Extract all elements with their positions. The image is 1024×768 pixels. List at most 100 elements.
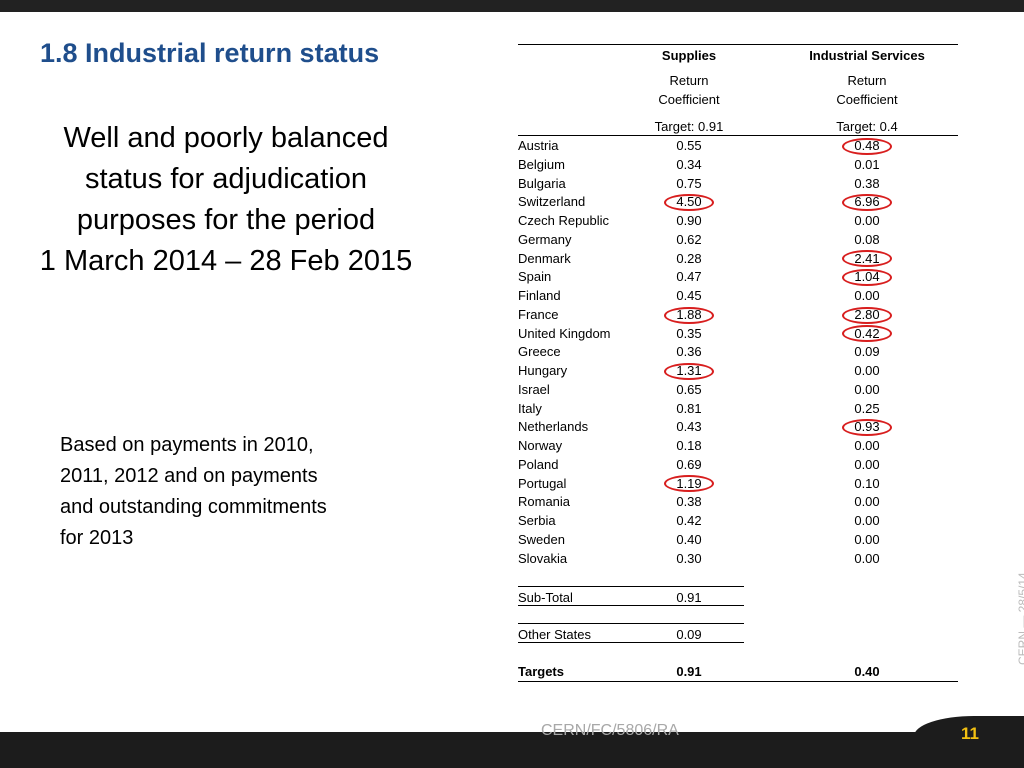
footer-bar <box>0 732 1024 768</box>
services-coefficient-circled: 1.04 <box>793 268 941 287</box>
services-coefficient: 0.00 <box>854 213 880 228</box>
services-coefficient: 0.38 <box>854 175 880 191</box>
country-name: Switzerland <box>518 194 586 210</box>
table-row: Germany 0.62 0.08 <box>518 231 958 250</box>
services-coefficient-circled: 2.80 <box>793 306 941 325</box>
supplies-coefficient: 0.38 <box>676 494 702 510</box>
supplies-coefficient: 0.43 <box>676 419 702 435</box>
supplies-coefficient: 0.65 <box>676 381 702 397</box>
targets-supplies: 0.91 <box>676 664 702 679</box>
services-coefficient: 0.00 <box>854 494 880 510</box>
table-row: Greece 0.36 0.09 <box>518 343 958 362</box>
footer-corner-shape <box>914 716 1024 736</box>
table-row: Serbia 0.42 0.00 <box>518 512 958 531</box>
table-row: Czech Republic 0.90 0.00 <box>518 212 958 231</box>
table-bottom-rule <box>518 681 958 682</box>
supplies-coefficient: 0.34 <box>676 156 702 172</box>
targets-services: 0.40 <box>854 664 880 679</box>
note-line: 2011, 2012 and on payments <box>60 465 318 487</box>
services-coefficient: 0.00 <box>854 288 880 303</box>
supplies-coefficient: 0.47 <box>676 269 702 285</box>
targets-row: Targets 0.91 0.40 <box>518 662 958 681</box>
services-coefficient: 0.00 <box>854 513 880 528</box>
column-label-services-line2: Coefficient <box>836 92 898 107</box>
note-line: Based on payments in 2010, <box>60 434 314 456</box>
subtotal-bottom-rule <box>518 605 744 606</box>
supplies-coefficient: 0.62 <box>676 231 702 247</box>
other-states-supplies: 0.09 <box>676 627 702 642</box>
table-row: Israel 0.65 0.00 <box>518 381 958 400</box>
column-label-supplies-line2: Coefficient <box>658 92 720 107</box>
country-name: Spain <box>518 269 552 285</box>
services-coefficient: 0.00 <box>854 456 880 472</box>
country-name: Norway <box>518 438 563 453</box>
country-name: Hungary <box>518 363 568 378</box>
table-row: France 1.88 2.80 <box>518 306 958 325</box>
subtitle-line: 1 March 2014 – 28 Feb 2015 <box>39 245 413 277</box>
table-row: Spain 0.47 1.04 <box>518 268 958 287</box>
supplies-coefficient: 0.18 <box>676 438 702 453</box>
supplies-coefficient: 0.90 <box>676 213 702 228</box>
country-name: Austria <box>518 138 559 153</box>
table-row: Slovakia 0.30 0.00 <box>518 550 958 569</box>
country-name: United Kingdom <box>518 325 611 341</box>
table-row: Finland 0.45 0.00 <box>518 287 958 306</box>
supplies-coefficient-circled: 1.19 <box>613 475 765 494</box>
methodology-note: Based on payments in 2010, 2011, 2012 an… <box>60 430 400 554</box>
supplies-coefficient: 0.36 <box>676 344 702 360</box>
services-coefficient-circled: 0.48 <box>793 137 941 156</box>
footer-document-code: CERN/FC/5806/RA <box>541 722 679 739</box>
supplies-coefficient: 0.30 <box>676 550 702 566</box>
supplies-coefficient: 0.45 <box>676 288 702 303</box>
country-name: Denmark <box>518 250 571 266</box>
table-row: Netherlands 0.43 0.93 <box>518 418 958 437</box>
services-coefficient: 0.00 <box>854 363 880 378</box>
country-name: Netherlands <box>518 419 589 435</box>
services-coefficient-circled: 2.41 <box>793 250 941 269</box>
country-name: Romania <box>518 494 571 510</box>
table-top-rule <box>518 44 958 45</box>
country-name: Belgium <box>518 156 565 172</box>
supplies-coefficient-circled: 1.31 <box>613 362 765 381</box>
country-name: Poland <box>518 456 559 472</box>
supplies-coefficient: 0.40 <box>676 531 702 547</box>
slide-title: 1.8 Industrial return status <box>40 38 380 68</box>
supplies-coefficient: 0.81 <box>676 400 702 416</box>
note-line: and outstanding commitments <box>60 496 327 518</box>
services-coefficient-circled: 0.93 <box>793 418 941 437</box>
supplies-coefficient: 0.28 <box>676 250 702 266</box>
targets-label: Targets <box>518 664 564 679</box>
supplies-coefficient: 0.69 <box>676 456 702 472</box>
table-row: Poland 0.69 0.00 <box>518 456 958 475</box>
subtotal-row: Sub-Total 0.91 <box>518 588 958 607</box>
subtitle-line: Well and poorly balanced <box>63 122 389 154</box>
subtotal-label: Sub-Total <box>518 590 573 605</box>
table-row: Denmark 0.28 2.41 <box>518 250 958 269</box>
supplies-coefficient: 0.55 <box>676 138 702 153</box>
services-coefficient: 0.00 <box>854 438 880 453</box>
table-row: United Kingdom 0.35 0.42 <box>518 325 958 344</box>
services-coefficient: 0.01 <box>854 156 880 172</box>
column-label-supplies-line1: Return <box>669 73 709 88</box>
country-name: Bulgaria <box>518 175 566 191</box>
subtitle-line: purposes for the period <box>76 204 376 236</box>
country-name: Germany <box>518 231 572 247</box>
other-states-bottom-rule <box>518 642 744 643</box>
country-name: Portugal <box>518 475 567 491</box>
country-name: Serbia <box>518 513 556 528</box>
page-number: 11 <box>961 724 979 743</box>
services-coefficient: 0.25 <box>854 400 880 416</box>
slide-subtitle: Well and poorly balanced status for adju… <box>20 118 432 282</box>
supplies-coefficient-circled: 1.88 <box>613 306 765 325</box>
country-name: Slovakia <box>518 550 568 566</box>
table-row: Austria 0.55 0.48 <box>518 137 958 156</box>
table-row: Italy 0.81 0.25 <box>518 400 958 419</box>
table-row: Switzerland 4.50 6.96 <box>518 193 958 212</box>
supplies-coefficient: 0.75 <box>676 175 702 191</box>
country-name: Israel <box>518 381 550 397</box>
note-line: for 2013 <box>60 527 134 549</box>
other-states-row: Other States 0.09 <box>518 625 958 644</box>
table-row: Bulgaria 0.75 0.38 <box>518 175 958 194</box>
table-row: Belgium 0.34 0.01 <box>518 156 958 175</box>
services-coefficient: 0.09 <box>854 344 880 360</box>
